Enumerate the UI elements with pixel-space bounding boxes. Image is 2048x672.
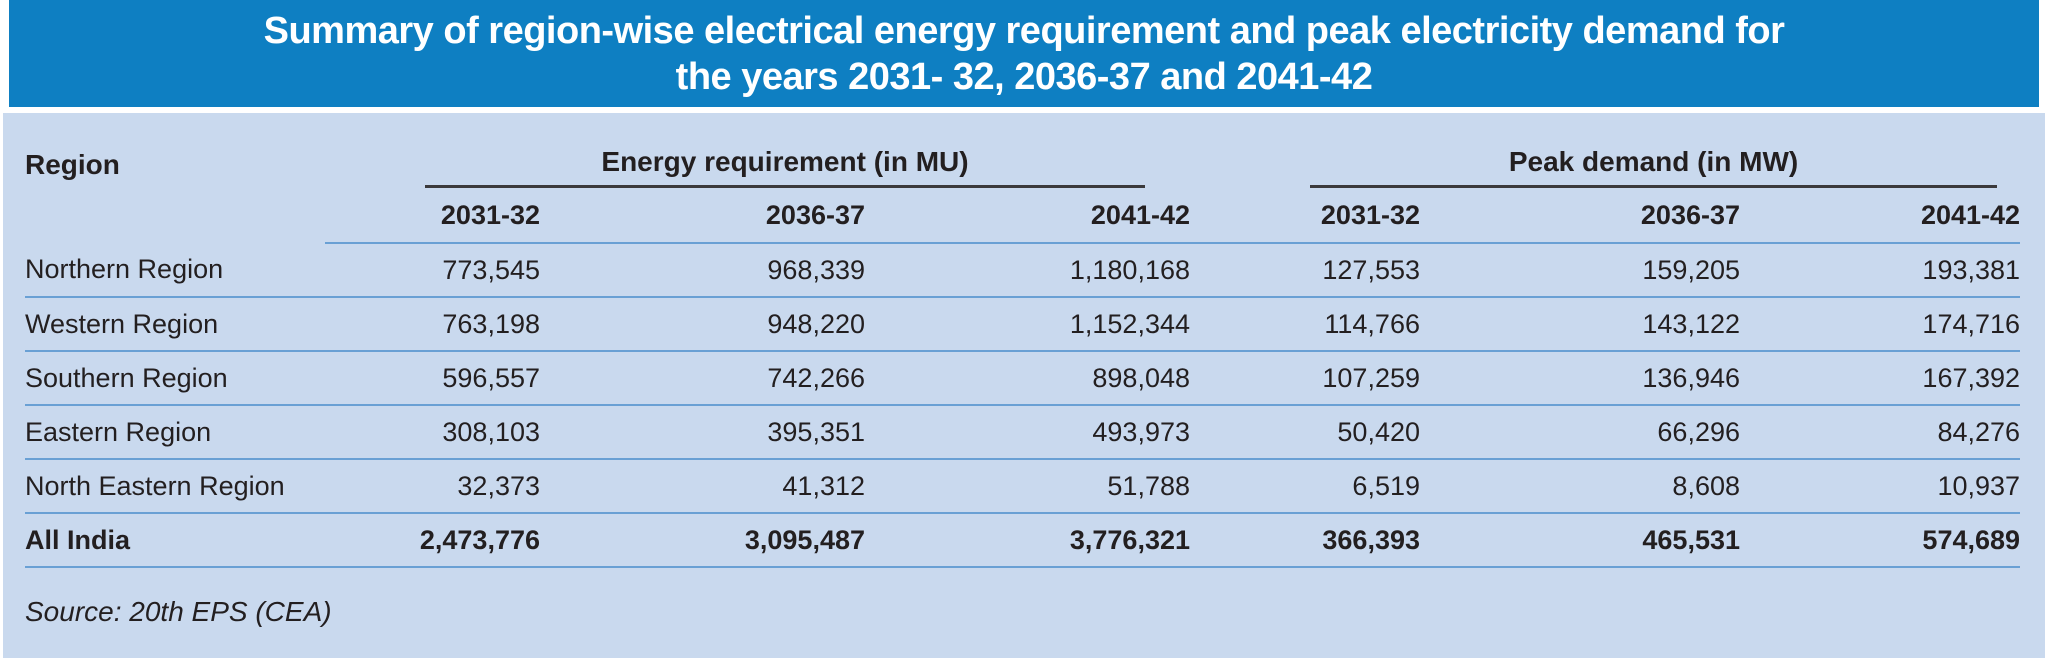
table-row-northern-region: Northern Region 773,545 968,339 1,180,16… <box>25 243 2021 298</box>
value-cell: 574,689 <box>1740 513 2021 568</box>
value-cell: 66,296 <box>1420 405 1740 460</box>
value-cell: 8,608 <box>1420 459 1740 514</box>
region-name-cell: All India <box>25 513 325 568</box>
value-cell: 1,180,168 <box>865 243 1190 298</box>
value-cell: 84,276 <box>1740 405 2021 460</box>
value-cell: 308,103 <box>325 405 540 460</box>
value-cell: 32,373 <box>325 459 540 514</box>
page-title-line-1: Summary of region-wise electrical energy… <box>263 9 1785 52</box>
region-name-cell: Eastern Region <box>25 405 325 460</box>
value-cell: 898,048 <box>865 351 1190 406</box>
table-row-all-india-total: All India 2,473,776 3,095,487 3,776,321 … <box>25 513 2021 568</box>
value-cell: 465,531 <box>1420 513 1740 568</box>
year-header-energy-2041-42: 2041-42 <box>865 188 1190 244</box>
value-cell: 174,716 <box>1740 297 2021 352</box>
value-cell: 127,553 <box>1190 243 1420 298</box>
value-cell: 948,220 <box>540 297 865 352</box>
value-cell: 2,473,776 <box>325 513 540 568</box>
value-cell: 167,392 <box>1740 351 2021 406</box>
value-cell: 51,788 <box>865 459 1190 514</box>
table-row-western-region: Western Region 763,198 948,220 1,152,344… <box>25 297 2021 352</box>
value-cell: 50,420 <box>1190 405 1420 460</box>
region-name-cell: North Eastern Region <box>25 459 325 514</box>
group-header-peak-label: Peak demand (in MW) <box>1310 146 1998 188</box>
value-cell: 395,351 <box>540 405 865 460</box>
year-header-peak-2031-32: 2031-32 <box>1190 188 1420 244</box>
value-cell: 136,946 <box>1420 351 1740 406</box>
group-header-row: Region Energy requirement (in MU) Peak d… <box>25 113 2020 188</box>
year-header-row: 2031-32 2036-37 2041-42 2031-32 2036-37 … <box>25 188 2021 244</box>
value-cell: 3,095,487 <box>540 513 865 568</box>
value-cell: 366,393 <box>1190 513 1420 568</box>
value-cell: 968,339 <box>540 243 865 298</box>
region-column-header: Region <box>25 149 120 180</box>
group-header-peak: Peak demand (in MW) <box>1190 113 2020 188</box>
value-cell: 763,198 <box>325 297 540 352</box>
value-cell: 742,266 <box>540 351 865 406</box>
value-cell: 596,557 <box>325 351 540 406</box>
table-panel: Region Energy requirement (in MU) Peak d… <box>3 113 2045 658</box>
value-cell: 6,519 <box>1190 459 1420 514</box>
table-row-southern-region: Southern Region 596,557 742,266 898,048 … <box>25 351 2021 406</box>
value-cell: 773,545 <box>325 243 540 298</box>
year-header-peak-2041-42: 2041-42 <box>1740 188 2021 244</box>
value-cell: 1,152,344 <box>865 297 1190 352</box>
page-title-line-2: the years 2031- 32, 2036-37 and 2041-42 <box>675 55 1373 98</box>
value-cell: 193,381 <box>1740 243 2021 298</box>
year-header-energy-2036-37: 2036-37 <box>540 188 865 244</box>
value-cell: 114,766 <box>1190 297 1420 352</box>
source-note: Source: 20th EPS (CEA) <box>25 596 332 627</box>
group-header-energy-label: Energy requirement (in MU) <box>425 146 1145 188</box>
title-bar: Summary of region-wise electrical energy… <box>9 0 2039 107</box>
value-cell: 3,776,321 <box>865 513 1190 568</box>
value-cell: 143,122 <box>1420 297 1740 352</box>
year-header-energy-2031-32: 2031-32 <box>325 188 540 244</box>
table-row-eastern-region: Eastern Region 308,103 395,351 493,973 5… <box>25 405 2021 460</box>
region-name-cell: Northern Region <box>25 243 325 298</box>
value-cell: 107,259 <box>1190 351 1420 406</box>
region-name-cell: Southern Region <box>25 351 325 406</box>
energy-demand-table: Region Energy requirement (in MU) Peak d… <box>25 113 2021 568</box>
table-row-north-eastern-region: North Eastern Region 32,373 41,312 51,78… <box>25 459 2021 514</box>
value-cell: 493,973 <box>865 405 1190 460</box>
value-cell: 41,312 <box>540 459 865 514</box>
value-cell: 10,937 <box>1740 459 2021 514</box>
value-cell: 159,205 <box>1420 243 1740 298</box>
region-name-cell: Western Region <box>25 297 325 352</box>
year-header-peak-2036-37: 2036-37 <box>1420 188 1740 244</box>
group-header-energy: Energy requirement (in MU) <box>325 113 1190 188</box>
